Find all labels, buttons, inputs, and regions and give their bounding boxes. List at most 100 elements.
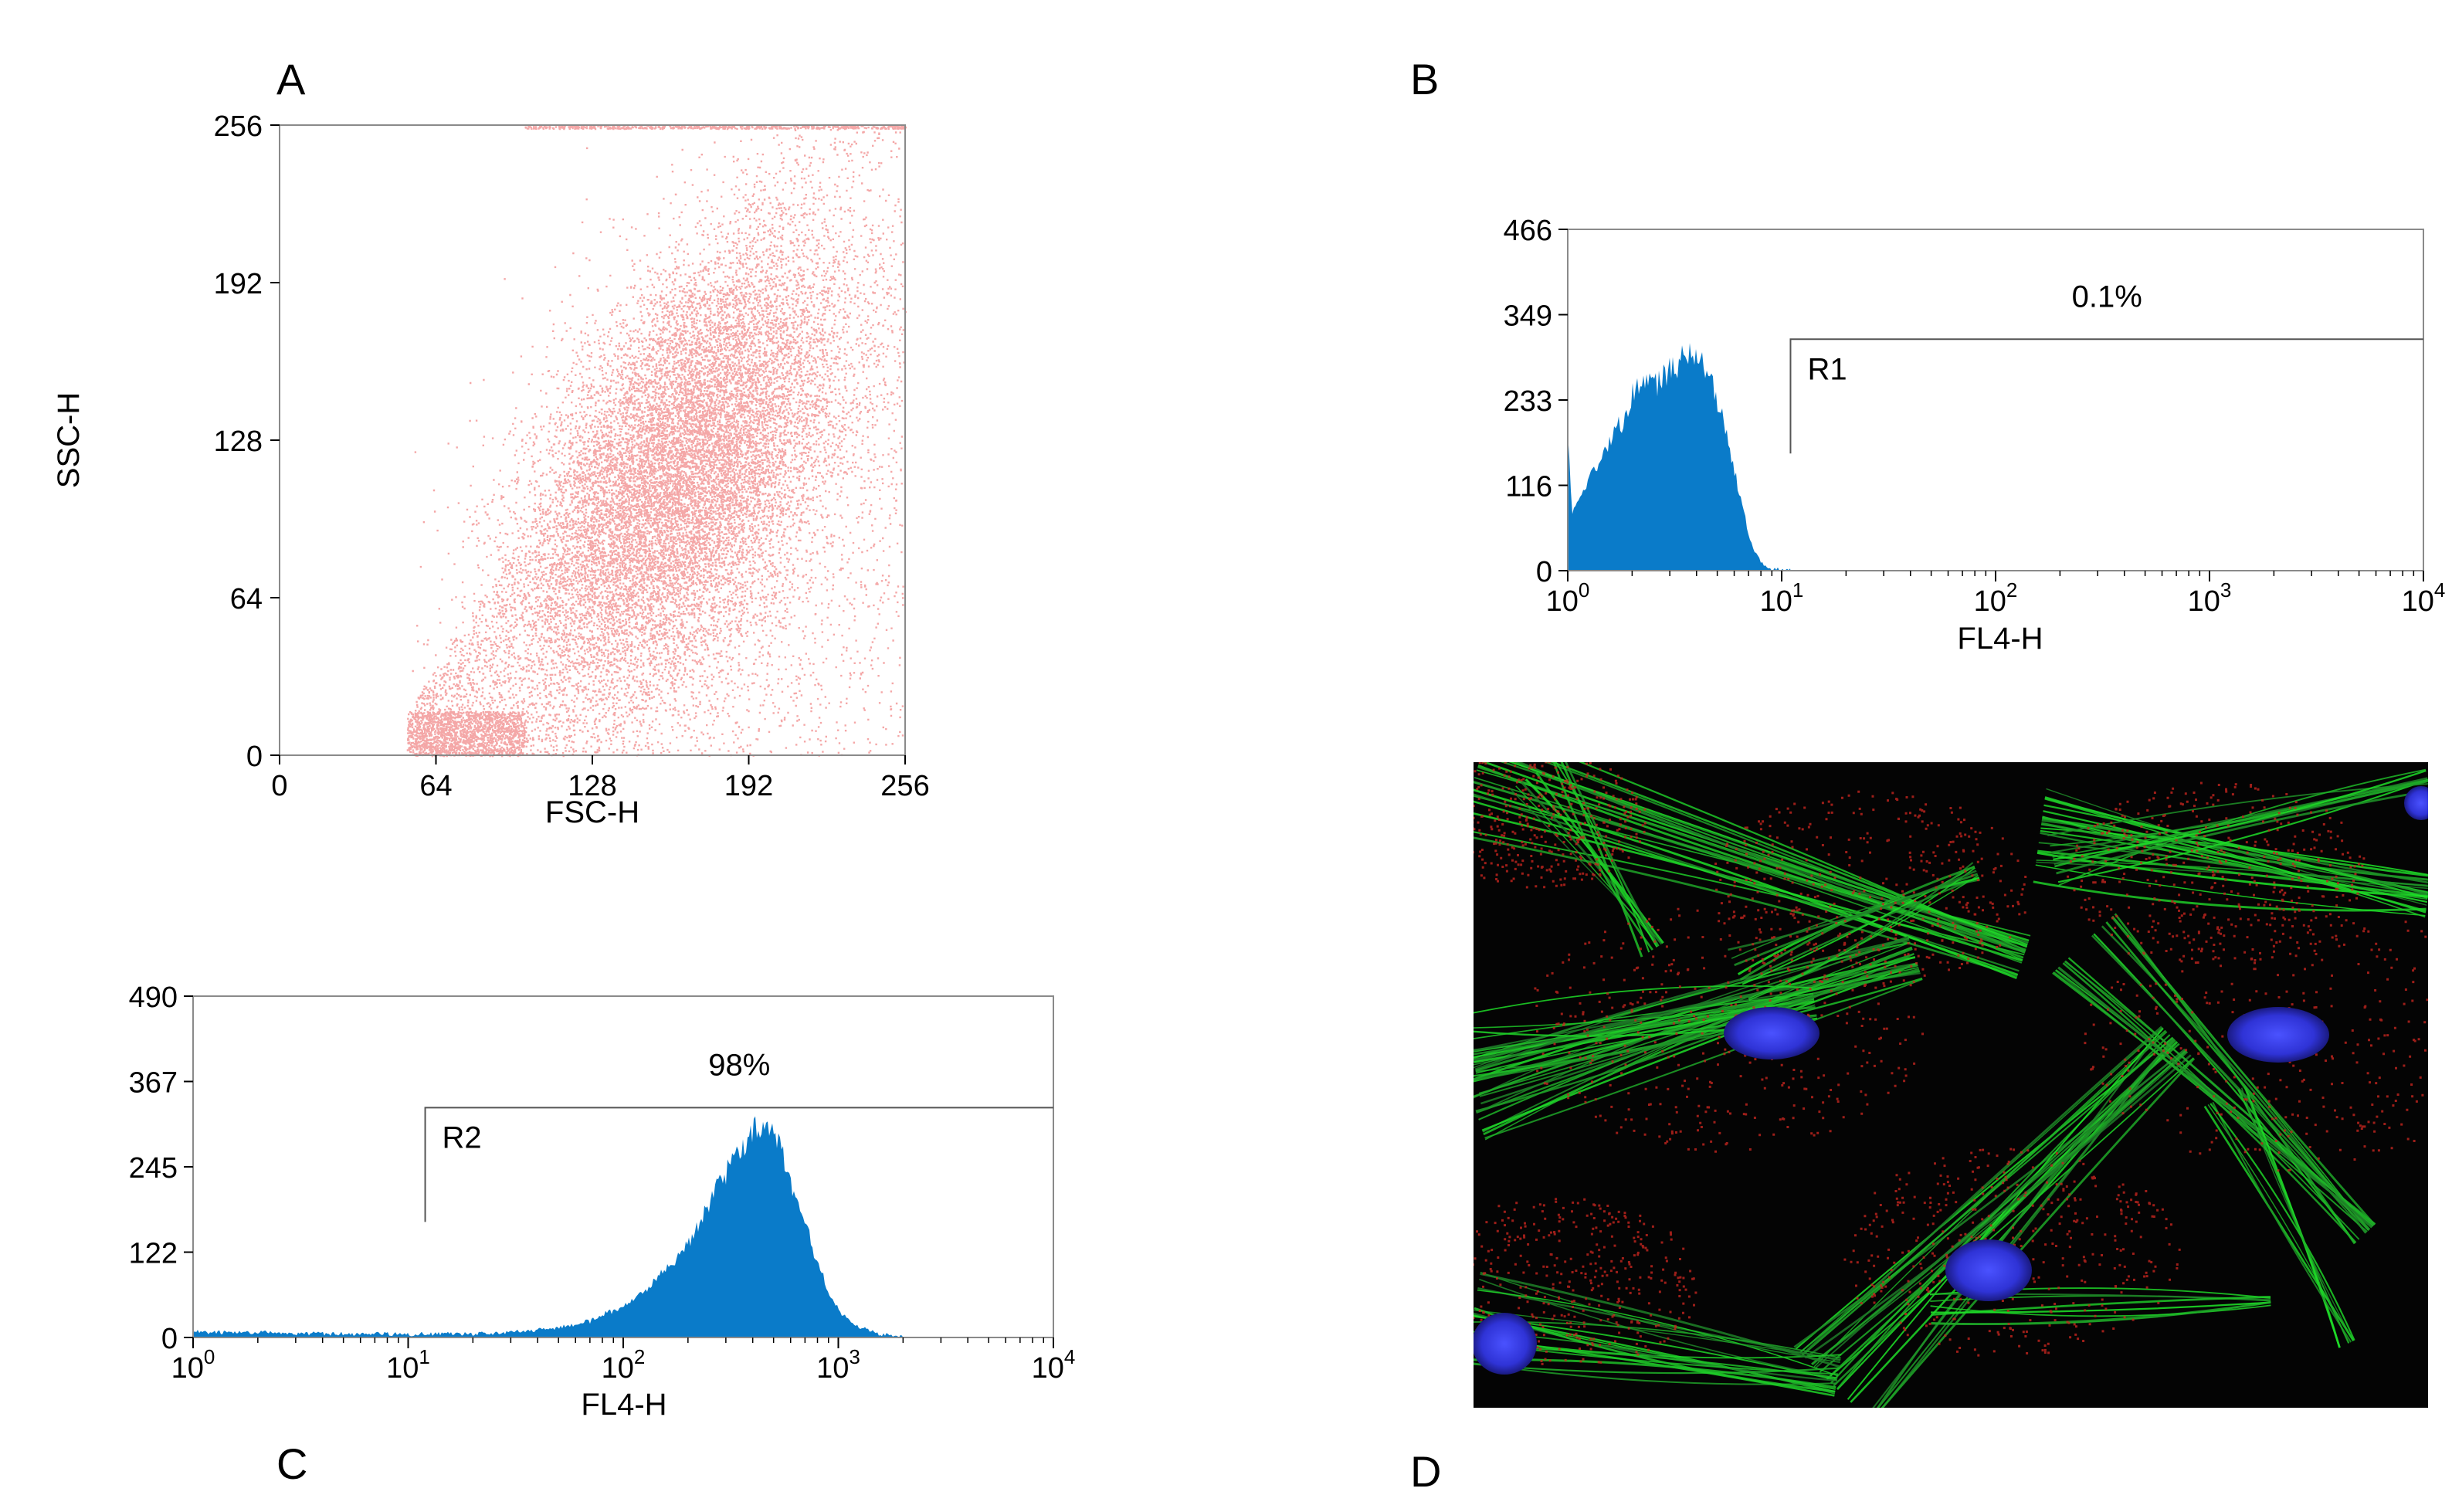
- y-tick-label: 122: [129, 1238, 178, 1270]
- actin-fiber: [1826, 1050, 2188, 1380]
- actin-fiber: [1560, 762, 1643, 958]
- actin-fiber: [2052, 779, 2428, 858]
- actin-fiber: [1804, 1054, 2192, 1359]
- x-tick-label: 256: [880, 770, 929, 802]
- y-tick-label: 490: [129, 981, 178, 1014]
- actin-fiber: [1477, 1287, 1841, 1361]
- actin-fiber: [1474, 776, 2023, 964]
- actin-fiber: [2043, 810, 2427, 914]
- y-tick-label: 128: [214, 425, 263, 458]
- x-tick-label: 64: [419, 770, 452, 802]
- actin-fiber: [1474, 985, 1813, 1014]
- panel-a-scatter-plot: 0 64 128 192 256 0 64 128 192 256 FSC-H SSC-H: [52, 110, 930, 829]
- actin-fiber: [2043, 804, 2428, 900]
- actin-fiber: [2037, 851, 2428, 898]
- y-tick-label: 367: [129, 1067, 178, 1100]
- actin-fiber: [2210, 1103, 2355, 1341]
- x-tick-exponent: 1: [419, 1345, 429, 1368]
- x-tick-label: 102: [602, 1345, 646, 1385]
- actin-fiber: [2091, 934, 2371, 1231]
- x-axis-label: FSC-H: [545, 795, 639, 829]
- actin-fiber: [2111, 916, 2376, 1226]
- actin-fiber: [2062, 962, 2357, 1243]
- actin-fiber: [1931, 1301, 2271, 1325]
- x-tick-exponent: 2: [634, 1345, 645, 1368]
- actin-fiber: [2044, 796, 2428, 877]
- y-tick-label: 64: [230, 583, 263, 615]
- actin-fiber: [2042, 815, 2428, 900]
- actin-fiber: [1930, 1301, 2271, 1314]
- actin-fiber: [2056, 789, 2428, 875]
- x-axis-label: FL4-H: [1957, 622, 2043, 656]
- actin-fiber: [1477, 766, 2026, 953]
- actin-fiber: [1515, 785, 1660, 947]
- actin-fiber: [1847, 1027, 2164, 1400]
- actin-fiber: [1474, 992, 1813, 1039]
- x-tick-exponent: 4: [1064, 1345, 1075, 1368]
- actin-fiber: [1474, 812, 2023, 962]
- y-tick-label: 192: [214, 268, 263, 300]
- gate-percent: 0.1%: [2072, 280, 2142, 314]
- actin-fiber: [1480, 1271, 1840, 1364]
- x-tick-exponent: 0: [1579, 578, 1589, 602]
- actin-fiber: [2044, 798, 2426, 918]
- actin-fiber: [1728, 870, 1977, 951]
- actin-fiber: [2240, 1087, 2354, 1341]
- a-axis-ticks: 0 64 128 192 256 0 64 128 192 256: [214, 110, 930, 802]
- actin-fiber: [2093, 933, 2356, 1244]
- actin-fiber: [2212, 1101, 2352, 1343]
- nucleus: [2404, 786, 2428, 820]
- actin-fiber: [2057, 778, 2428, 883]
- y-tick-label: 0: [246, 741, 263, 773]
- actin-fiber: [1881, 1037, 2174, 1408]
- actin-fiber: [2040, 832, 2428, 887]
- scatter-dots: [406, 125, 907, 758]
- actin-fiber: [1815, 1048, 2186, 1369]
- actin-fiber: [1734, 873, 1979, 967]
- x-tick-label: 192: [724, 770, 773, 802]
- y-tick-label: 256: [214, 110, 263, 143]
- actin-fiber: [1565, 762, 1660, 947]
- scatter-points: [406, 125, 907, 758]
- histogram-area: [193, 1116, 904, 1337]
- x-tick-exponent: 0: [204, 1345, 215, 1368]
- panel-label-a: A: [276, 55, 306, 103]
- nuclei: [1474, 786, 2428, 1375]
- actin-fiber: [1480, 1272, 1840, 1368]
- y-tick-label: 349: [1504, 300, 1552, 333]
- y-axis-label: SSC-H: [52, 392, 86, 488]
- nucleus: [2227, 1007, 2329, 1063]
- gate-r1: [1789, 338, 2423, 454]
- y-tick-label: 245: [129, 1152, 178, 1185]
- x-tick-exponent: 3: [849, 1345, 860, 1368]
- actin-fiber: [1799, 1036, 2173, 1354]
- actin-fiber: [1748, 874, 1979, 999]
- y-tick-label: 466: [1504, 215, 1552, 247]
- actin-fiber: [1474, 972, 1921, 1052]
- actin-fiber: [1524, 778, 1664, 944]
- x-tick-exponent: 1: [1792, 578, 1803, 602]
- actin-fiber: [1801, 1030, 2168, 1356]
- x-tick-label: 128: [568, 770, 616, 802]
- actin-fiber: [2053, 769, 2427, 861]
- panel-label-d: D: [1410, 1447, 1441, 1496]
- panel-label-c: C: [276, 1439, 307, 1488]
- actin-fiber: [2243, 1086, 2350, 1344]
- actin-fiber: [1478, 985, 1813, 1094]
- actin-fiber: [2047, 783, 2428, 836]
- actin-fiber: [1555, 762, 1650, 953]
- y-tick-label: 0: [1536, 556, 1552, 588]
- actin-fiber: [2035, 864, 2426, 917]
- nucleus: [1724, 1007, 1819, 1059]
- x-tick-exponent: 3: [2220, 578, 2231, 602]
- y-tick-label: 116: [1505, 471, 1552, 503]
- actin-fiber: [2203, 1105, 2355, 1342]
- histogram-area: [1568, 343, 1791, 571]
- actin-fiber: [2057, 967, 2373, 1228]
- y-tick-label: 233: [1504, 385, 1552, 418]
- actin-fiber: [1474, 836, 2018, 978]
